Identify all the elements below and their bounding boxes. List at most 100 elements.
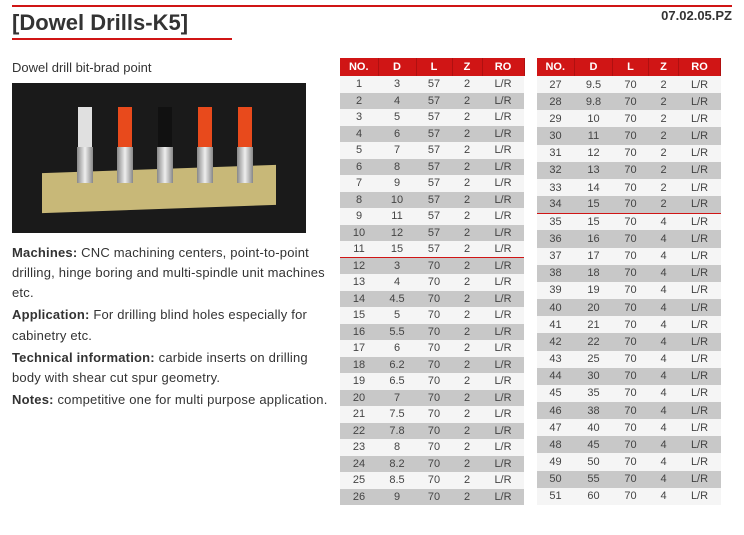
table-cell: 70 bbox=[613, 76, 649, 93]
table-cell: 35 bbox=[537, 213, 575, 230]
table-cell: L/R bbox=[679, 453, 721, 470]
table-cell: 9.5 bbox=[575, 76, 613, 93]
table-cell: L/R bbox=[482, 76, 524, 93]
table-row: 4740704L/R bbox=[537, 419, 721, 436]
table-cell: L/R bbox=[482, 324, 524, 341]
table-header-row: NO.DLZRO bbox=[537, 58, 721, 76]
table-row: 269702L/R bbox=[340, 489, 524, 506]
table-cell: L/R bbox=[482, 439, 524, 456]
col-l: L bbox=[416, 58, 452, 76]
table-cell: 11 bbox=[340, 241, 378, 258]
table-cell: 15 bbox=[340, 307, 378, 324]
table-cell: 32 bbox=[537, 162, 575, 179]
table-cell: 4 bbox=[649, 333, 679, 350]
table-cell: 11 bbox=[378, 208, 416, 225]
table-cell: L/R bbox=[482, 274, 524, 291]
desc-application: Application: For drilling blind holes es… bbox=[12, 305, 330, 345]
table-cell: L/R bbox=[679, 385, 721, 402]
table-cell: 57 bbox=[416, 225, 452, 242]
table-row: 176702L/R bbox=[340, 340, 524, 357]
table-cell: 20 bbox=[340, 390, 378, 407]
table-cell: 70 bbox=[613, 282, 649, 299]
table-cell: 9.8 bbox=[575, 93, 613, 110]
table-cell: L/R bbox=[482, 109, 524, 126]
technical-label: Technical information: bbox=[12, 350, 155, 365]
table-cell: 2 bbox=[452, 159, 482, 176]
table-cell: 2 bbox=[452, 423, 482, 440]
table-cell: 4 bbox=[649, 419, 679, 436]
col-d: D bbox=[575, 58, 613, 76]
table-cell: 28 bbox=[537, 93, 575, 110]
table-row: 24572L/R bbox=[340, 93, 524, 110]
table-cell: 13 bbox=[575, 162, 613, 179]
table-cell: 6 bbox=[378, 340, 416, 357]
table-cell: 39 bbox=[537, 282, 575, 299]
table-cell: 2 bbox=[649, 93, 679, 110]
table-cell: 6 bbox=[378, 126, 416, 143]
table-cell: 14 bbox=[340, 291, 378, 308]
table-row: 3717704L/R bbox=[537, 248, 721, 265]
table-row: 4845704L/R bbox=[537, 436, 721, 453]
spec-tables: NO.DLZRO 13572L/R24572L/R35572L/R46572L/… bbox=[340, 58, 721, 505]
product-image bbox=[12, 83, 306, 233]
table-cell: 16 bbox=[340, 324, 378, 341]
table-cell: 27 bbox=[537, 76, 575, 93]
table-cell: L/R bbox=[679, 402, 721, 419]
table-cell: 7.8 bbox=[378, 423, 416, 440]
table-cell: 2 bbox=[649, 196, 679, 213]
table-cell: L/R bbox=[679, 282, 721, 299]
table-cell: 70 bbox=[416, 489, 452, 506]
table-cell: 70 bbox=[613, 333, 649, 350]
table-cell: 38 bbox=[575, 402, 613, 419]
table-cell: 70 bbox=[613, 351, 649, 368]
table-cell: 70 bbox=[613, 299, 649, 316]
table-cell: 57 bbox=[416, 76, 452, 93]
table-cell: L/R bbox=[482, 175, 524, 192]
table-cell: 7 bbox=[340, 175, 378, 192]
table-row: 3616704L/R bbox=[537, 230, 721, 247]
table-row: 35572L/R bbox=[340, 109, 524, 126]
table-cell: 22 bbox=[340, 423, 378, 440]
table-cell: 4 bbox=[649, 436, 679, 453]
col-z: Z bbox=[649, 58, 679, 76]
table-row: 155702L/R bbox=[340, 307, 524, 324]
table-cell: 57 bbox=[416, 109, 452, 126]
table-cell: 4 bbox=[378, 93, 416, 110]
table-cell: L/R bbox=[679, 488, 721, 505]
table-row: 123702L/R bbox=[340, 258, 524, 275]
table-cell: 57 bbox=[416, 208, 452, 225]
table-cell: 4 bbox=[649, 471, 679, 488]
table-cell: 30 bbox=[575, 368, 613, 385]
table-cell: 70 bbox=[416, 439, 452, 456]
table-cell: 1 bbox=[340, 76, 378, 93]
table-cell: 57 bbox=[416, 159, 452, 176]
drill-bit-2 bbox=[116, 107, 134, 183]
table-cell: L/R bbox=[679, 333, 721, 350]
table-cell: 2 bbox=[452, 93, 482, 110]
table-cell: 2 bbox=[649, 162, 679, 179]
table-cell: 2 bbox=[452, 208, 482, 225]
table-cell: 19 bbox=[340, 373, 378, 390]
table-cell: 70 bbox=[613, 162, 649, 179]
table-cell: 6.2 bbox=[378, 357, 416, 374]
table-cell: L/R bbox=[482, 192, 524, 209]
table-cell: 2 bbox=[452, 274, 482, 291]
table-cell: L/R bbox=[482, 93, 524, 110]
table-cell: 20 bbox=[575, 299, 613, 316]
header-rule bbox=[12, 5, 732, 7]
table-cell: L/R bbox=[679, 110, 721, 127]
table-cell: L/R bbox=[679, 351, 721, 368]
table-cell: 15 bbox=[575, 196, 613, 213]
table-cell: 70 bbox=[613, 145, 649, 162]
table-cell: 2 bbox=[649, 110, 679, 127]
table-cell: L/R bbox=[679, 299, 721, 316]
spec-table-right: NO.DLZRO 279.5702L/R289.8702L/R2910702L/… bbox=[537, 58, 722, 505]
table-cell: 40 bbox=[575, 419, 613, 436]
table-cell: 70 bbox=[613, 93, 649, 110]
table-cell: 5 bbox=[378, 109, 416, 126]
table-cell: 57 bbox=[416, 93, 452, 110]
table-cell: 4 bbox=[378, 274, 416, 291]
table-row: 207702L/R bbox=[340, 390, 524, 407]
table-row: 289.8702L/R bbox=[537, 93, 721, 110]
table-cell: L/R bbox=[482, 373, 524, 390]
